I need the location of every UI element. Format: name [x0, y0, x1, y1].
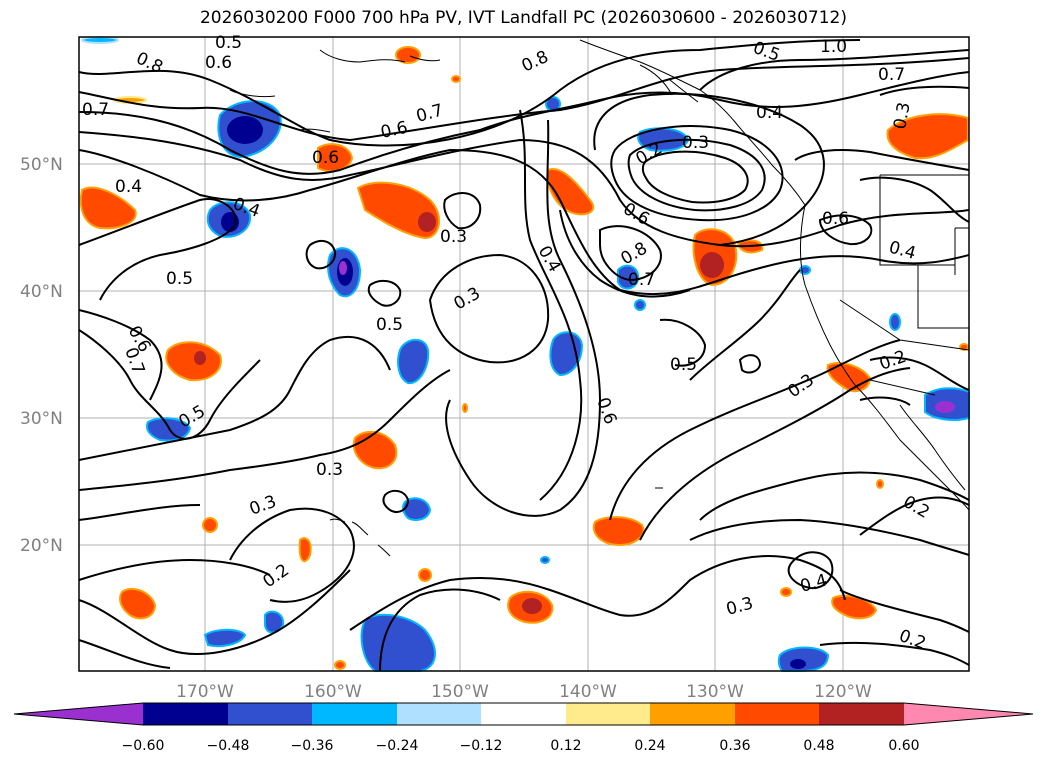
contour-label: 0.7: [628, 270, 655, 290]
colorbar-segment: [566, 703, 650, 725]
lon-label-150w: 150°W: [431, 682, 489, 702]
colorbar-tick: −0.24: [376, 738, 419, 754]
lat-label-50n: 50°N: [20, 155, 63, 175]
lon-label-120w: 120°W: [814, 682, 872, 702]
contour-label: 0.5: [166, 269, 193, 289]
pv-positive-anomalies: [80, 46, 969, 670]
colorbar-right-extension: [904, 703, 1033, 725]
colorbar-tick: 0.36: [719, 738, 750, 754]
colorbar-tick: −0.12: [460, 738, 503, 754]
lon-label-160w: 160°W: [304, 682, 362, 702]
contour-label: 0.4: [756, 103, 783, 123]
coastlines: [229, 39, 970, 557]
colorbar-segment: [143, 703, 228, 725]
latitude-labels: 50°N 40°N 30°N 20°N: [20, 155, 63, 556]
colorbar-segment: [312, 703, 397, 725]
lon-label-130w: 130°W: [686, 682, 744, 702]
contour-label: 0.6: [822, 209, 849, 229]
contour-label: 1.0: [820, 37, 847, 57]
colorbar-left-extension: [14, 703, 143, 725]
colorbar-tick: 0.48: [803, 738, 834, 754]
colorbar: −0.60 −0.48 −0.36 −0.24 −0.12 0.12 0.24 …: [13, 702, 1034, 754]
colorbar-segment: [735, 703, 819, 725]
colorbar-segment: [819, 703, 904, 725]
lat-label-40n: 40°N: [20, 282, 63, 302]
lat-label-20n: 20°N: [20, 536, 63, 556]
contour-label: 0.5: [215, 33, 242, 53]
colorbar-segment: [397, 703, 481, 725]
map-frame: [78, 36, 970, 672]
contour-label: 0.3: [682, 133, 709, 153]
contour-label: 0.3: [440, 227, 467, 247]
colorbar-segment: [481, 703, 566, 725]
contour-label: 0.6: [205, 53, 232, 73]
lon-label-170w: 170°W: [176, 682, 234, 702]
contour-label: 0.7: [878, 65, 905, 85]
colorbar-segment: [650, 703, 735, 725]
colorbar-tick: 0.24: [634, 738, 665, 754]
longitude-labels: 170°W 160°W 150°W 140°W 130°W 120°W: [176, 682, 872, 702]
contour-label: 0.7: [82, 100, 109, 120]
pv-negative-anomalies: [81, 36, 970, 672]
colorbar-tick: −0.48: [207, 738, 250, 754]
colorbar-outline: [13, 702, 1034, 726]
colorbar-segment: [228, 703, 312, 725]
lat-label-30n: 30°N: [20, 409, 63, 429]
colorbar-tick: 0.12: [550, 738, 581, 754]
contour-label: 0.3: [890, 101, 914, 131]
contour-label: 0.6: [312, 148, 339, 168]
colorbar-tick: −0.36: [291, 738, 334, 754]
contour-label: 0.4: [115, 177, 142, 197]
colorbar-tick: −0.60: [122, 738, 165, 754]
lon-label-140w: 140°W: [559, 682, 617, 702]
colorbar-tick: 0.60: [888, 738, 919, 754]
contour-label: 0.3: [316, 460, 343, 480]
map-title: 2026030200 F000 700 hPa PV, IVT Landfall…: [199, 8, 847, 28]
contour-label: 0.5: [670, 355, 697, 375]
ivt-contours: [78, 39, 970, 672]
contour-label: 0.5: [376, 315, 403, 335]
